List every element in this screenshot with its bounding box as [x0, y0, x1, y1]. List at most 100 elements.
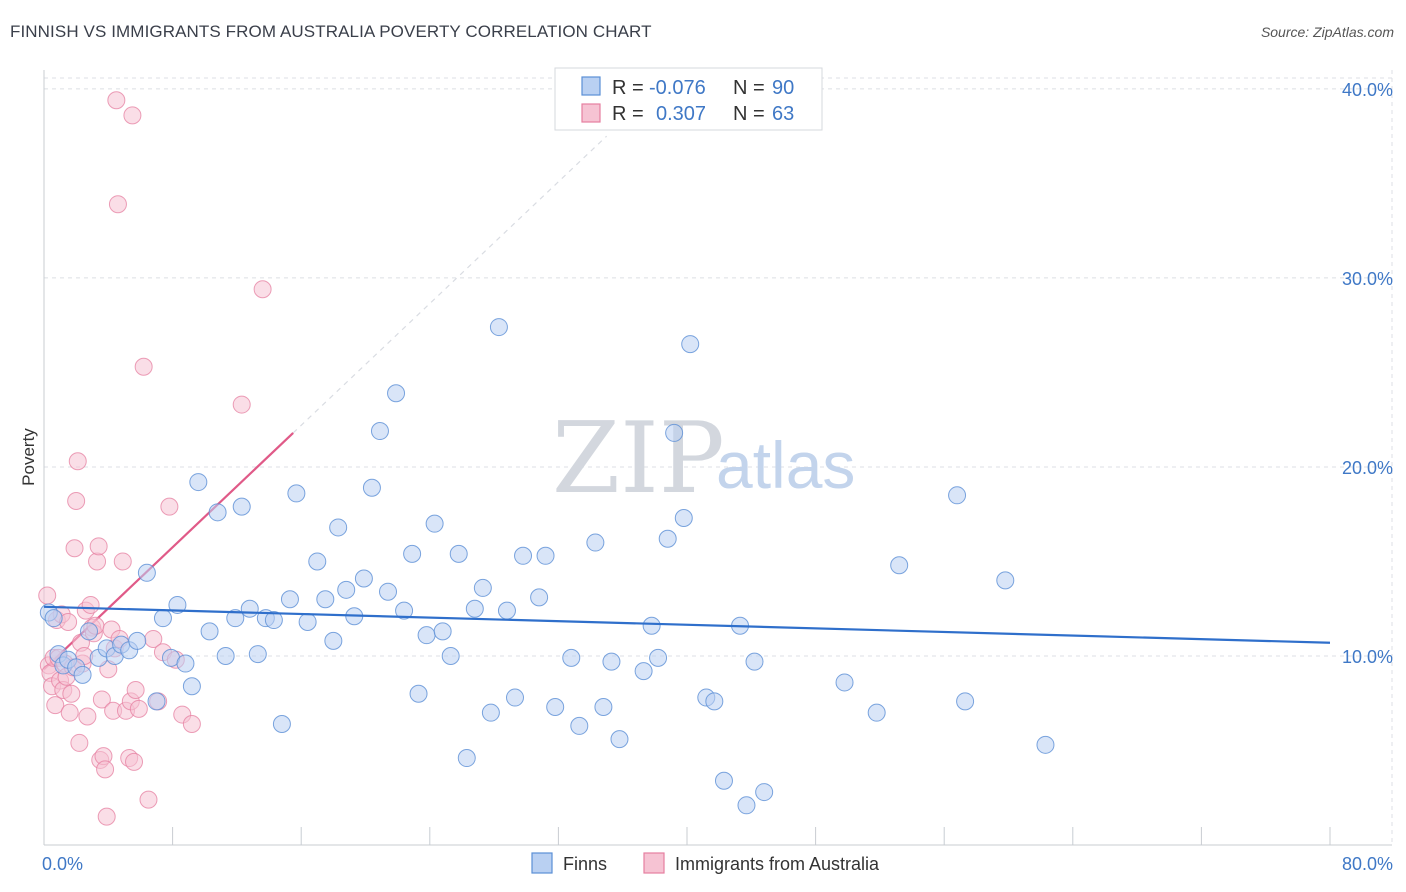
legend-r-value-1: -0.076 — [649, 77, 706, 99]
blue-point-73 — [649, 648, 668, 667]
x-tick-label-1: 80.0% — [1342, 854, 1393, 874]
blue-point-48 — [409, 684, 428, 703]
blue-point-23 — [208, 503, 227, 522]
blue-trend-line — [43, 605, 1331, 644]
pink-point-19 — [68, 452, 87, 471]
blue-point-68 — [594, 698, 613, 717]
pink-point-25 — [78, 707, 97, 726]
y-tick-label-1: 20.0% — [1342, 458, 1393, 478]
chart-title: FINNISH VS IMMIGRANTS FROM AUSTRALIA POV… — [10, 22, 652, 41]
y-tick-label-0: 10.0% — [1342, 647, 1393, 667]
legend-pink-swatch — [581, 103, 601, 123]
legend-blue-swatch — [581, 76, 601, 96]
blue-point-67 — [586, 533, 605, 552]
blue-point-14 — [137, 563, 156, 582]
source-credit: Source: ZipAtlas.com — [1260, 24, 1394, 40]
blue-point-88 — [948, 486, 967, 505]
pink-points — [38, 91, 272, 826]
blue-point-77 — [681, 335, 700, 354]
pink-point-26 — [81, 595, 100, 614]
blue-point-16 — [153, 609, 172, 628]
blue-point-89 — [956, 692, 975, 711]
blue-point-32 — [280, 590, 299, 609]
pink-point-20 — [70, 733, 89, 752]
blue-point-71 — [634, 662, 653, 681]
blue-point-7 — [80, 622, 99, 641]
legend-r-label-1: R = — [612, 77, 644, 99]
pink-point-53 — [139, 790, 158, 809]
pink-point-50 — [126, 681, 145, 699]
legend-r-value-2: 0.307 — [656, 103, 706, 125]
blue-point-41 — [354, 569, 373, 588]
pink-point-48 — [123, 106, 142, 125]
blue-point-30 — [264, 611, 283, 630]
blue-point-55 — [465, 599, 484, 618]
blue-point-61 — [514, 546, 533, 565]
pink-point-14 — [60, 703, 79, 722]
blue-point-35 — [308, 552, 327, 571]
bottom-legend-pink-swatch — [643, 852, 665, 874]
pink-point-62 — [253, 280, 272, 299]
blue-trend-group — [43, 605, 1331, 644]
blue-point-38 — [329, 518, 348, 537]
blue-point-57 — [481, 703, 500, 722]
blue-point-21 — [189, 473, 208, 492]
pink-point-41 — [107, 91, 126, 110]
blue-point-83 — [745, 652, 764, 671]
blue-point-65 — [562, 648, 581, 667]
pink-trend-group — [43, 135, 608, 671]
pink-point-31 — [89, 537, 108, 556]
pink-point-52 — [134, 357, 153, 376]
blue-point-58 — [489, 318, 508, 337]
pink-trend-extension — [292, 135, 608, 434]
blue-points — [39, 318, 1055, 815]
blue-point-36 — [316, 590, 335, 609]
blue-point-64 — [546, 698, 565, 717]
blue-point-39 — [337, 580, 356, 599]
pink-point-0 — [38, 586, 57, 605]
blue-point-25 — [226, 609, 245, 628]
pink-point-57 — [160, 497, 179, 516]
pink-point-44 — [113, 552, 132, 571]
blue-point-13 — [128, 631, 147, 650]
blue-point-74 — [658, 529, 677, 548]
blue-point-44 — [379, 582, 398, 601]
blue-point-85 — [835, 673, 854, 692]
blue-point-24 — [216, 646, 235, 665]
legend-n-label-1: N = — [733, 77, 765, 99]
blue-point-60 — [505, 688, 524, 707]
watermark: ZIP atlas — [552, 402, 855, 516]
watermark-zip: ZIP — [552, 402, 725, 516]
blue-point-42 — [362, 478, 381, 497]
pink-point-30 — [88, 552, 107, 571]
legend-r-label-2: R = — [612, 103, 644, 125]
blue-point-49 — [417, 626, 436, 645]
legend-n-label-2: N = — [733, 103, 765, 125]
pink-point-49 — [125, 752, 144, 771]
blue-point-69 — [602, 652, 621, 671]
pink-point-51 — [129, 699, 148, 718]
blue-point-34 — [298, 612, 317, 631]
pink-point-36 — [97, 807, 116, 826]
blue-point-26 — [232, 497, 251, 516]
blue-point-43 — [370, 422, 389, 441]
blue-point-54 — [457, 749, 476, 768]
blue-point-18 — [168, 595, 187, 614]
blue-point-31 — [272, 715, 291, 734]
blue-point-63 — [536, 546, 555, 565]
legend-n-value-2: 63 — [772, 103, 794, 125]
blue-point-62 — [530, 588, 549, 607]
blue-point-70 — [610, 730, 629, 749]
tick-labels: 10.0% 20.0% 30.0% 40.0% 0.0% 80.0% — [42, 80, 1393, 874]
pink-point-15 — [62, 684, 81, 703]
gridlines — [44, 70, 1393, 845]
blue-point-6 — [73, 665, 92, 684]
blue-point-27 — [240, 599, 259, 618]
y-axis-label: Poverty — [19, 428, 38, 486]
blue-point-19 — [176, 654, 195, 673]
blue-point-20 — [182, 677, 201, 696]
blue-point-22 — [200, 622, 219, 641]
blue-point-86 — [867, 703, 886, 722]
y-tick-label-3: 40.0% — [1342, 80, 1393, 100]
blue-point-46 — [395, 601, 414, 620]
